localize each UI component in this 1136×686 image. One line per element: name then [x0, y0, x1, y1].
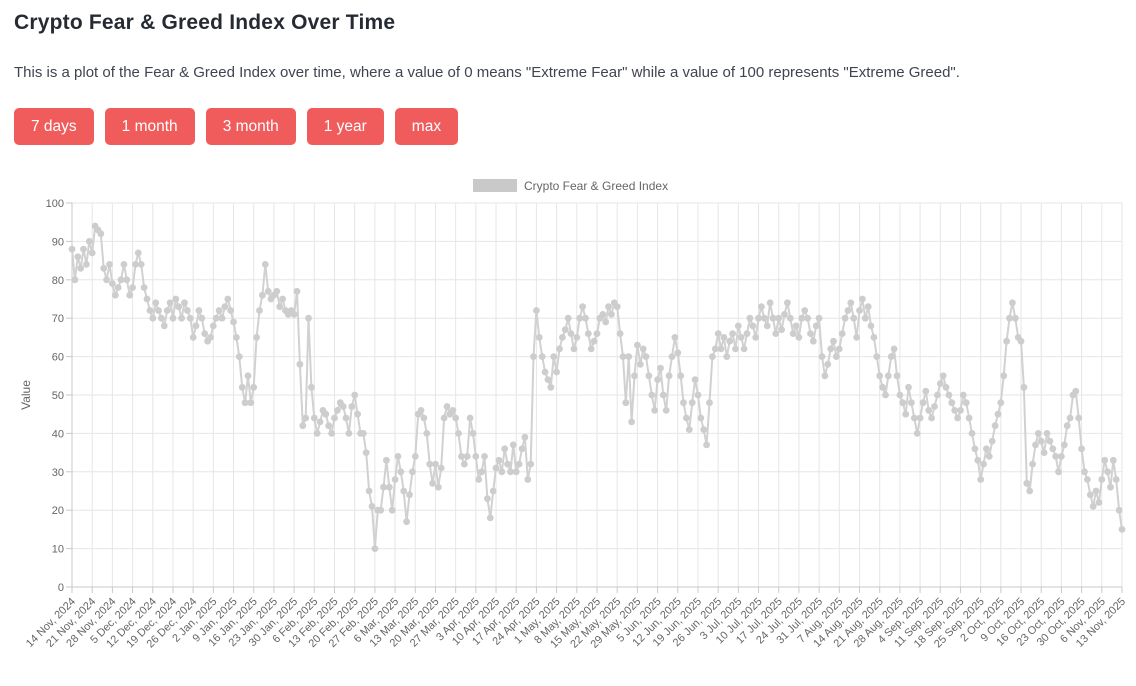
series-points — [68, 222, 1126, 552]
range-button-3-month[interactable]: 3 month — [205, 108, 296, 145]
page-description: This is a plot of the Fear & Greed Index… — [14, 64, 960, 81]
svg-text:80: 80 — [52, 275, 64, 287]
range-button-7-days[interactable]: 7 days — [14, 108, 94, 145]
svg-text:30: 30 — [52, 467, 64, 479]
y-axis-title: Value — [19, 380, 33, 410]
range-button-1-year[interactable]: 1 year — [306, 108, 384, 145]
axes — [66, 202, 1123, 593]
svg-text:60: 60 — [52, 352, 64, 364]
grid — [72, 202, 1123, 587]
svg-text:10: 10 — [52, 544, 64, 556]
chart-legend[interactable]: Crypto Fear & Greed Index — [473, 179, 668, 193]
range-button-max[interactable]: max — [394, 108, 459, 145]
svg-text:40: 40 — [52, 428, 64, 440]
legend-label: Crypto Fear & Greed Index — [524, 179, 668, 193]
series-fear-greed[interactable] — [68, 222, 1126, 552]
svg-text:90: 90 — [52, 236, 64, 248]
svg-text:20: 20 — [52, 505, 64, 517]
legend-swatch — [473, 179, 517, 192]
svg-text:0: 0 — [58, 582, 64, 594]
page-title: Crypto Fear & Greed Index Over Time — [14, 11, 396, 34]
chart-svg: Crypto Fear & Greed Index 0 10 20 30 40 50 60 70… — [19, 179, 1128, 651]
y-axis-labels: 0 10 20 30 40 50 60 70 80 90 100 — [46, 198, 64, 594]
range-button-1-month[interactable]: 1 month — [104, 108, 195, 145]
svg-text:100: 100 — [46, 198, 64, 210]
svg-text:70: 70 — [52, 313, 64, 325]
range-buttons: 7 days 1 month 3 month 1 year max — [14, 108, 1122, 145]
fear-greed-chart[interactable]: Crypto Fear & Greed Index 0 10 20 30 40 50 60 70… — [0, 161, 1136, 681]
svg-text:50: 50 — [52, 390, 64, 402]
